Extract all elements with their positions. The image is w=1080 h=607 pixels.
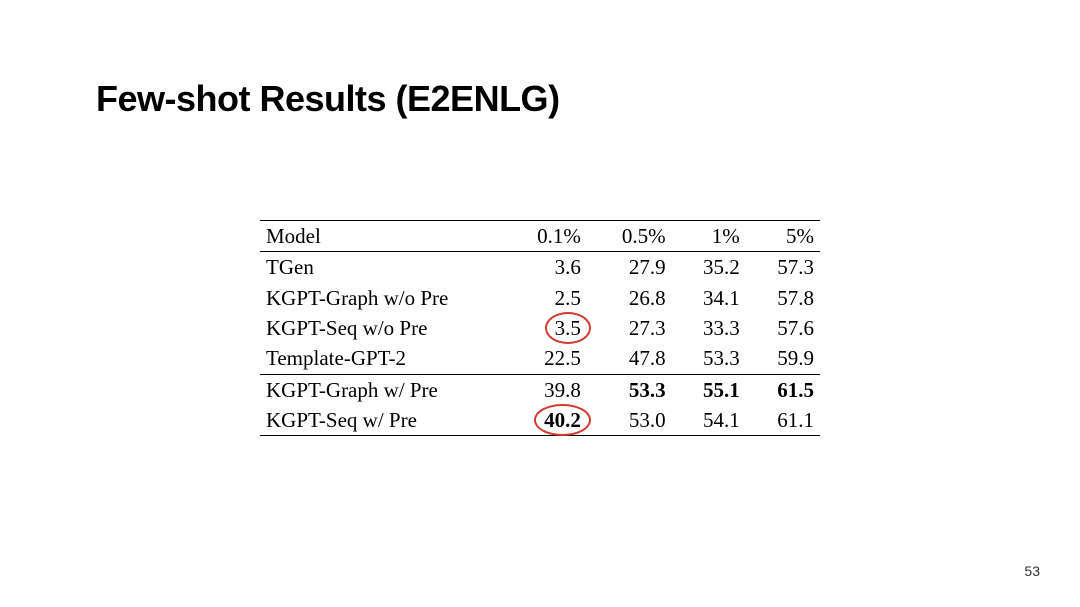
table-row: KGPT-Graph w/o Pre 2.5 26.8 34.1 57.8 (260, 283, 820, 313)
col-1: 1% (672, 221, 746, 252)
cell-value: 57.3 (746, 252, 820, 283)
table-header-row: Model 0.1% 0.5% 1% 5% (260, 221, 820, 252)
table-row: KGPT-Seq w/o Pre 3.5 27.3 33.3 57.6 (260, 313, 820, 343)
slide: Few-shot Results (E2ENLG) Model 0.1% 0.5… (0, 0, 1080, 607)
cell-value-text: 57.6 (777, 314, 814, 342)
cell-value: 57.6 (746, 313, 820, 343)
page-number: 53 (1024, 563, 1040, 579)
table-row: KGPT-Graph w/ Pre 39.8 53.3 55.1 61.5 (260, 374, 820, 405)
cell-value: 54.1 (672, 405, 746, 436)
cell-model: KGPT-Seq w/ Pre (260, 405, 502, 436)
cell-value: 57.8 (746, 283, 820, 313)
cell-value: 61.1 (746, 405, 820, 436)
cell-value-text: 59.9 (777, 344, 814, 372)
col-5: 5% (746, 221, 820, 252)
cell-value: 39.8 (502, 374, 587, 405)
cell-value-text: 27.3 (629, 314, 666, 342)
cell-value-text: 61.1 (777, 406, 814, 434)
table-body-group2: KGPT-Graph w/ Pre39.853.355.161.5KGPT-Se… (260, 374, 820, 436)
cell-value: 27.3 (587, 313, 672, 343)
cell-value: 53.3 (587, 374, 672, 405)
cell-value-text: 3.6 (555, 253, 581, 281)
cell-value-text: 3.5 (555, 314, 581, 342)
cell-value-text: 53.3 (703, 344, 740, 372)
cell-value-text: 34.1 (703, 284, 740, 312)
table-body-group1: TGen 3.6 27.9 35.2 57.3 KGPT-Graph w/o Pre 2.5… (260, 252, 820, 374)
cell-value: 34.1 (672, 283, 746, 313)
cell-value-text: 57.8 (777, 284, 814, 312)
cell-value: 35.2 (672, 252, 746, 283)
cell-value-text: 27.9 (629, 253, 666, 281)
cell-value: 53.0 (587, 405, 672, 436)
cell-value: 26.8 (587, 283, 672, 313)
cell-model: KGPT-Graph w/ Pre (260, 374, 502, 405)
cell-value: 40.2 (502, 405, 587, 436)
cell-value-text: 40.2 (544, 406, 581, 434)
cell-value-text: 35.2 (703, 253, 740, 281)
cell-value-text: 55.1 (703, 376, 740, 404)
cell-value-text: 26.8 (629, 284, 666, 312)
table-row: Template-GPT-2 22.5 47.8 53.3 59.9 (260, 343, 820, 374)
cell-value-text: 39.8 (544, 376, 581, 404)
results-table-container: Model 0.1% 0.5% 1% 5% TGen 3.6 27.9 35.2 57.… (260, 220, 820, 436)
cell-value-text: 47.8 (629, 344, 666, 372)
cell-value: 59.9 (746, 343, 820, 374)
col-0p5: 0.5% (587, 221, 672, 252)
table-row: TGen 3.6 27.9 35.2 57.3 (260, 252, 820, 283)
table-row: KGPT-Seq w/ Pre 40.2 53.0 54.1 61.1 (260, 405, 820, 436)
cell-value: 61.5 (746, 374, 820, 405)
cell-value: 47.8 (587, 343, 672, 374)
cell-value-text: 53.0 (629, 406, 666, 434)
cell-value: 53.3 (672, 343, 746, 374)
highlight-circle (545, 312, 591, 344)
cell-value: 22.5 (502, 343, 587, 374)
cell-value: 3.6 (502, 252, 587, 283)
cell-value: 55.1 (672, 374, 746, 405)
col-model: Model (260, 221, 502, 252)
results-table: Model 0.1% 0.5% 1% 5% TGen 3.6 27.9 35.2 57.… (260, 220, 820, 436)
slide-title: Few-shot Results (E2ENLG) (96, 78, 560, 120)
cell-value-text: 33.3 (703, 314, 740, 342)
cell-value-text: 2.5 (555, 284, 581, 312)
cell-value-text: 54.1 (703, 406, 740, 434)
cell-value: 33.3 (672, 313, 746, 343)
cell-value-text: 61.5 (777, 376, 814, 404)
cell-value: 27.9 (587, 252, 672, 283)
cell-model: TGen (260, 252, 502, 283)
cell-model: KGPT-Seq w/o Pre (260, 313, 502, 343)
highlight-circle (534, 404, 591, 436)
cell-value-text: 57.3 (777, 253, 814, 281)
col-0p1: 0.1% (502, 221, 587, 252)
cell-model: KGPT-Graph w/o Pre (260, 283, 502, 313)
cell-model: Template-GPT-2 (260, 343, 502, 374)
cell-value: 3.5 (502, 313, 587, 343)
cell-value-text: 22.5 (544, 344, 581, 372)
cell-value: 2.5 (502, 283, 587, 313)
cell-value-text: 53.3 (629, 376, 666, 404)
